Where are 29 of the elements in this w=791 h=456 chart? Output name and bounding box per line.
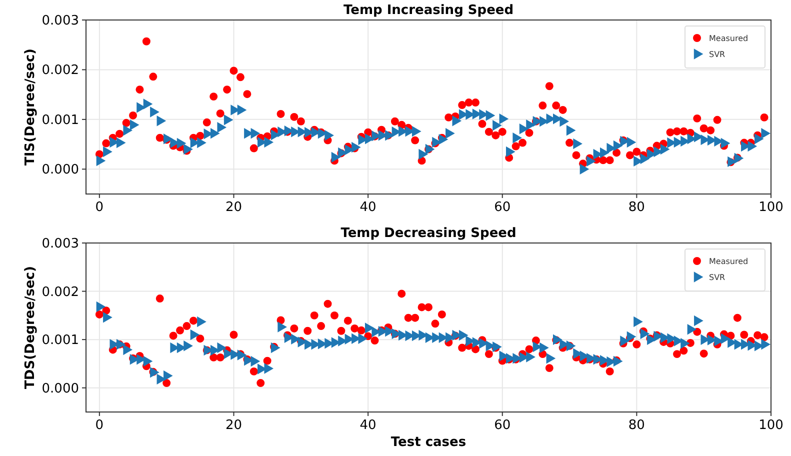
x-tick-label: 60 [494,418,511,433]
x-tick-label: 100 [758,200,784,215]
y-tick-label: 0.003 [42,14,79,28]
y-axis-title: TDS(Degree/sec) [23,266,38,389]
x-tick-label: 80 [628,418,645,433]
legend-label: Measured [709,34,748,43]
x-tick-label: 20 [225,200,242,215]
x-tick-label: 0 [95,418,104,433]
y-tick-label: 0.000 [42,381,79,396]
legend-label: Measured [709,257,748,266]
x-axis-title: Test cases [390,435,466,450]
legend-label: SVR [709,50,726,59]
y-tick-label: 0.003 [42,236,79,252]
y-tick-label: 0.002 [42,284,79,300]
y-tick-label: 0.002 [42,63,79,78]
chart-title: Temp Decreasing Speed [340,226,516,241]
x-tick-label: 80 [628,200,645,215]
y-tick-label: 0.000 [42,162,79,178]
y-axis-title: TIS(Degree/sec) [23,48,38,166]
y-tick-label: 0.001 [42,112,79,128]
x-tick-label: 40 [360,418,376,433]
x-tick-label: 40 [360,200,376,215]
y-tick-label: 0.001 [42,333,79,348]
x-tick-label: 100 [758,418,784,433]
chart-title: Temp Increasing Speed [343,3,514,18]
x-tick-label: 20 [225,418,242,433]
x-tick-label: 60 [494,200,511,215]
x-tick-label: 0 [95,200,104,215]
legend-label: SVR [709,273,726,282]
